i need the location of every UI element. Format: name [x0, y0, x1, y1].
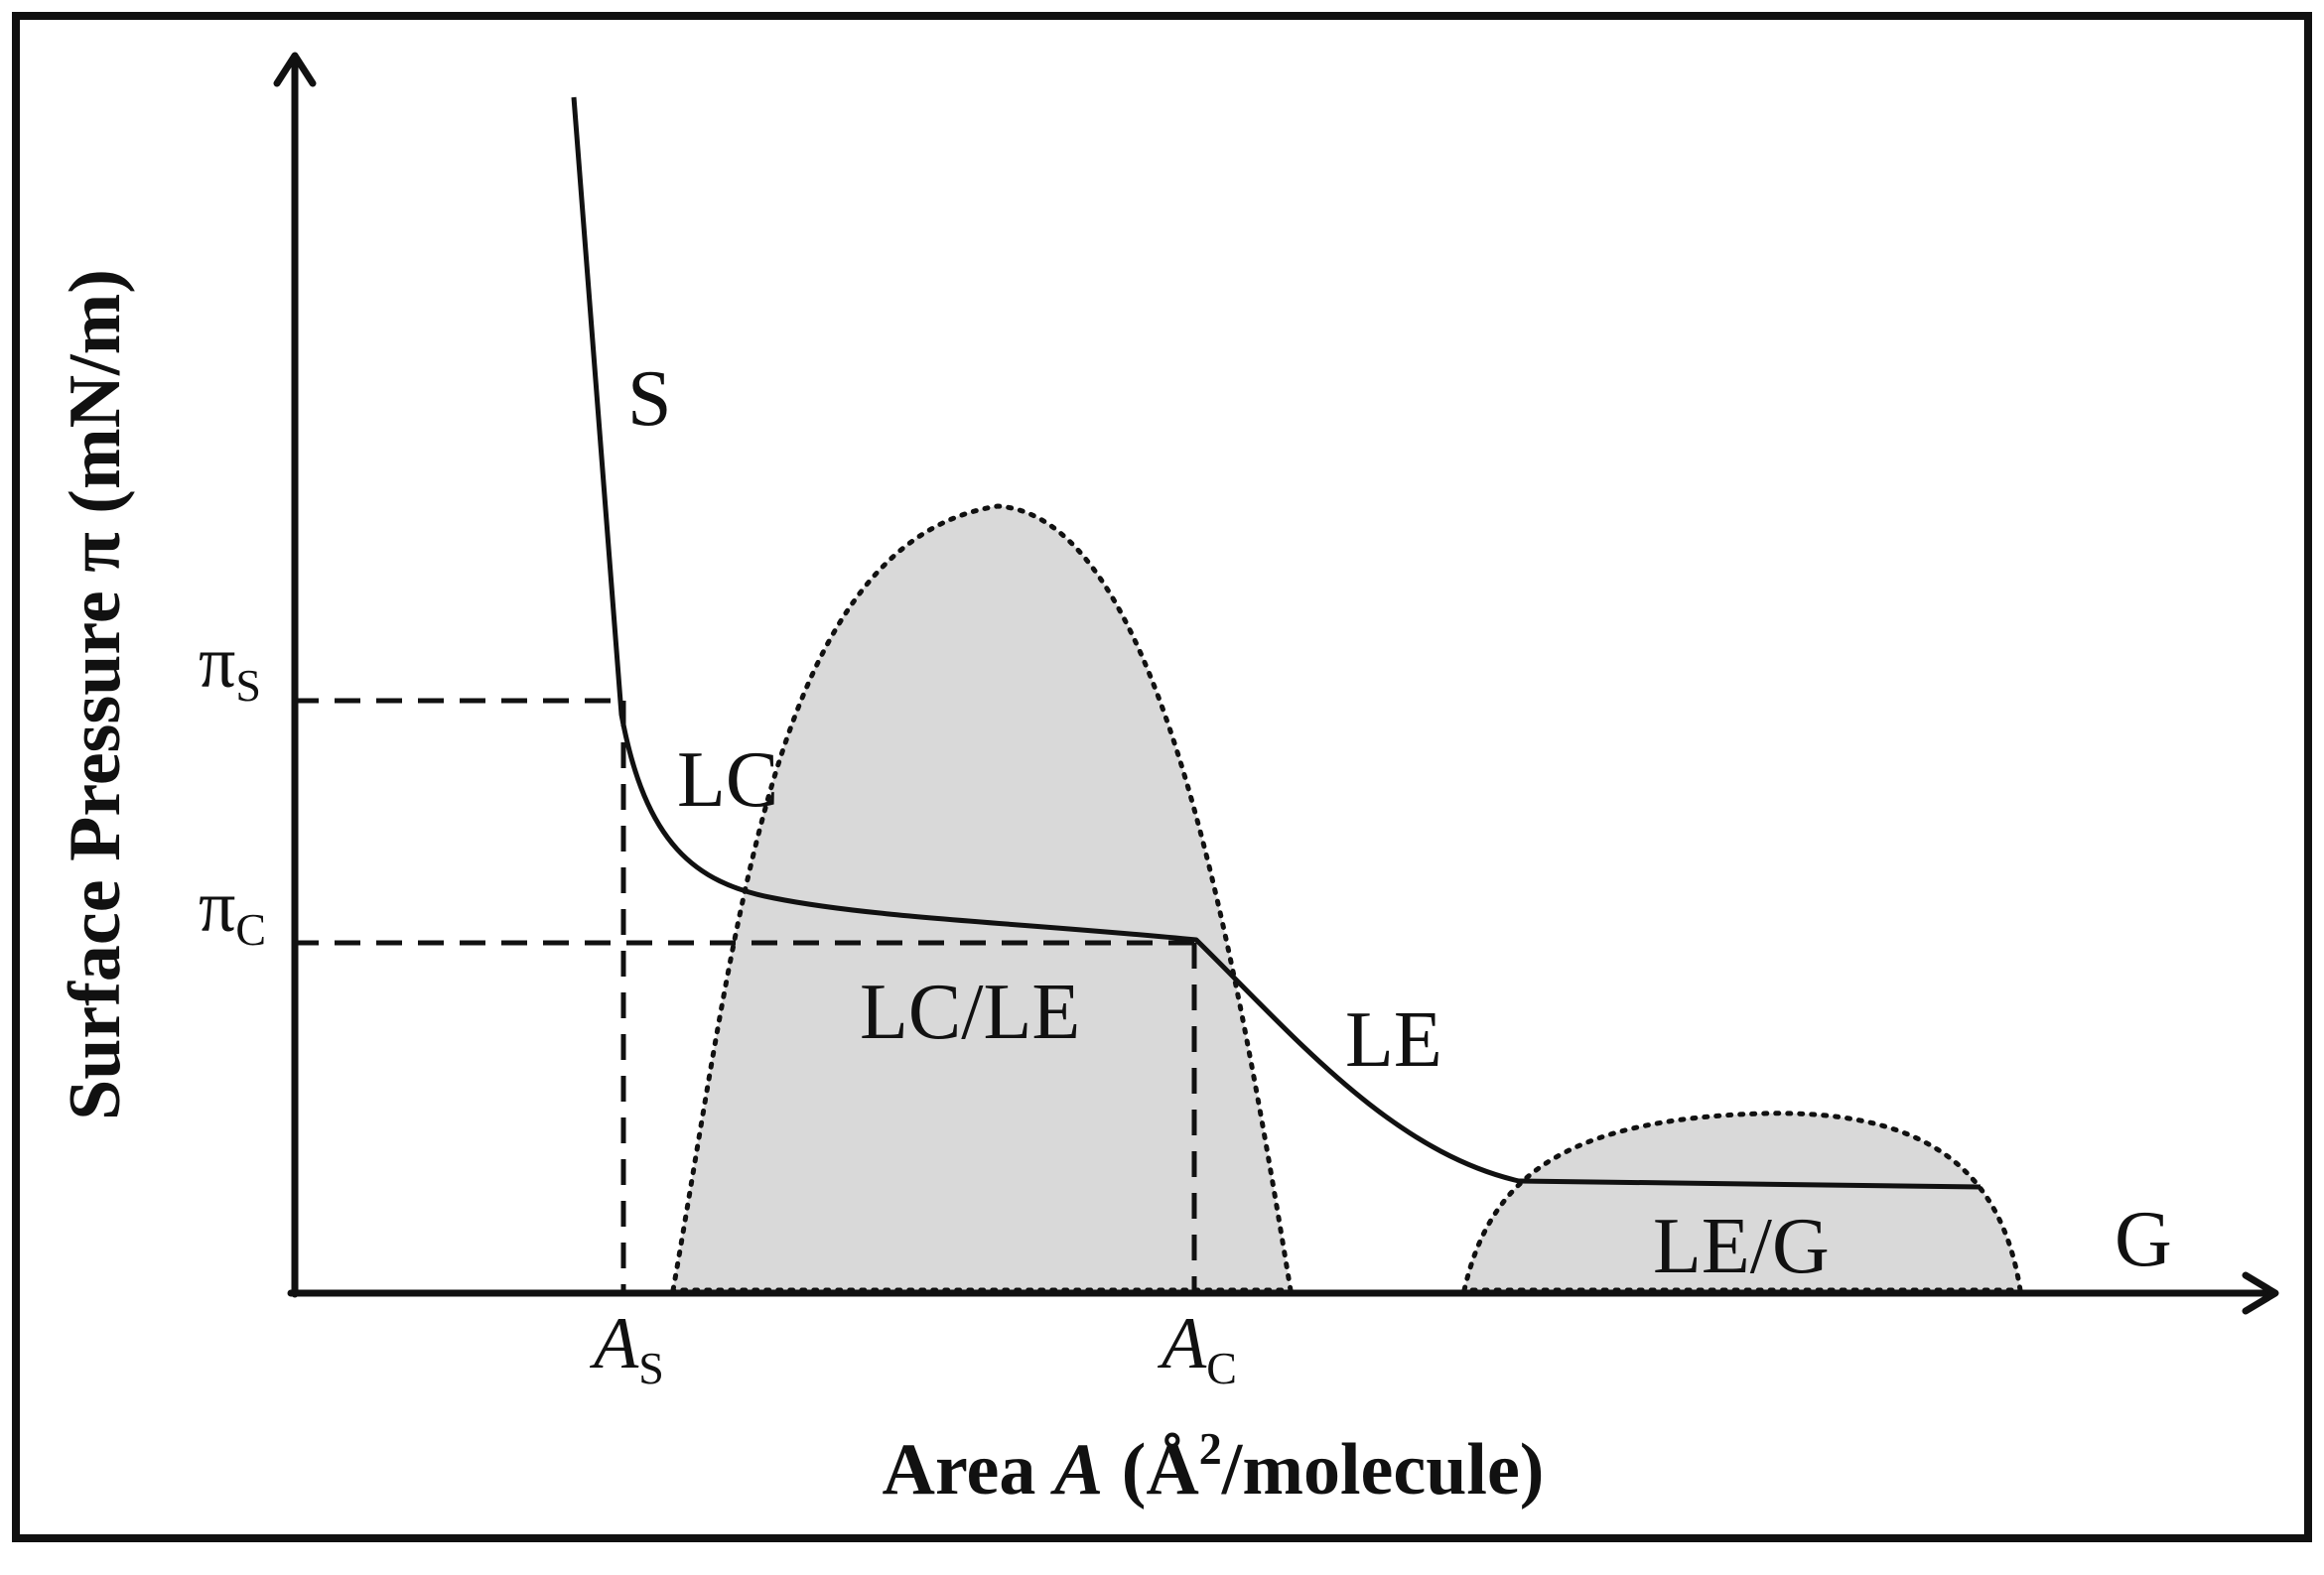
label-solid: S: [627, 355, 672, 443]
label-lc-le-coexistence: LC/LE: [860, 969, 1080, 1056]
y-axis-title: Surface Pressure π (mN/m): [55, 269, 136, 1120]
guide-lines: [293, 698, 1197, 1290]
isotherm-curve: [571, 96, 1982, 1190]
x-axis-arrowhead: [2242, 1271, 2279, 1315]
y-tick-pi-s: πS: [199, 622, 261, 711]
x-tick-a-s: AS: [589, 1303, 664, 1393]
label-liquid-condensed: LC: [677, 736, 778, 824]
label-le-g-coexistence: LE/G: [1653, 1203, 1830, 1290]
y-tick-pi-c: πC: [199, 866, 266, 955]
label-gas: G: [2115, 1196, 2172, 1283]
x-axis-title: Area A (Å2/molecule): [883, 1423, 1545, 1510]
le-g-coexistence-region: [1460, 1111, 2023, 1293]
x-tick-a-c: AC: [1157, 1303, 1237, 1393]
lc-le-coexistence-region: [670, 503, 1294, 1293]
axes: [273, 52, 2279, 1315]
y-axis-arrowhead: [273, 52, 317, 87]
label-liquid-expanded: LE: [1345, 996, 1442, 1084]
